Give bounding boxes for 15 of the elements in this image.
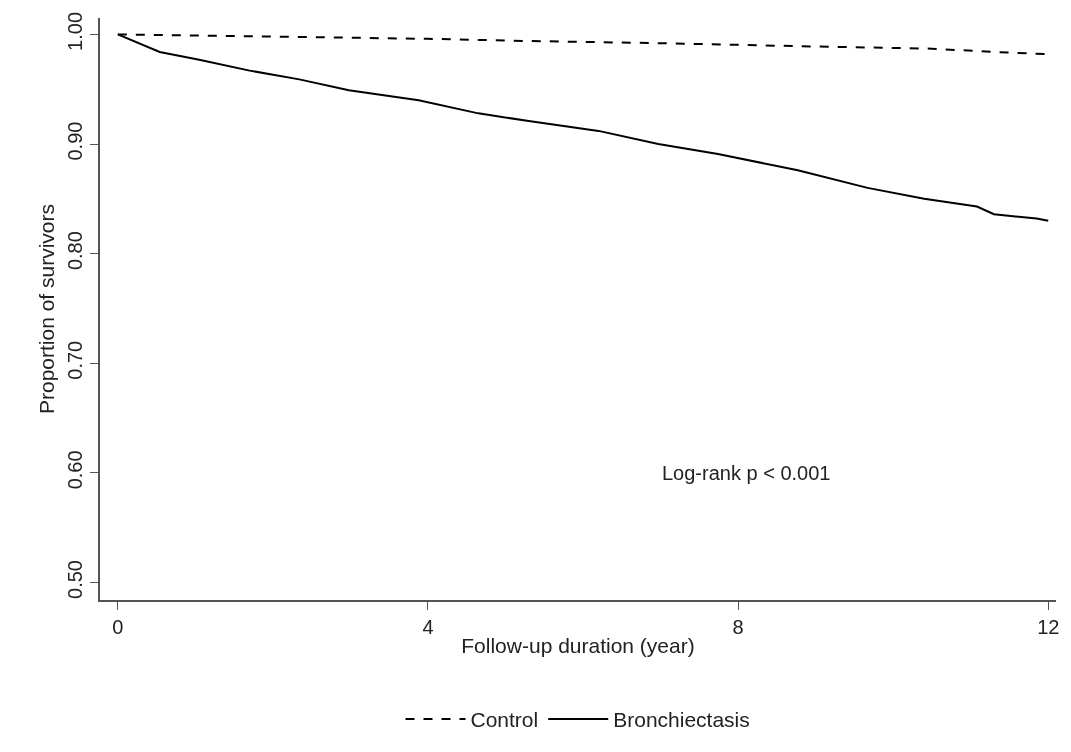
x-tick-label: 12 (1037, 615, 1060, 638)
legend-label: Control (470, 708, 539, 732)
x-tick-label: 4 (422, 615, 434, 638)
x-axis-title: Follow-up duration (year) (461, 634, 695, 658)
annotation: Log-rank p < 0.001 (662, 462, 831, 484)
y-tick-label: 0.70 (64, 340, 87, 380)
y-tick-label: 0.60 (64, 450, 87, 490)
x-tick-label: 0 (112, 615, 124, 638)
y-axis-title: Proportion of survivors (34, 203, 58, 415)
y-tick-label: 0.80 (64, 231, 87, 271)
x-tick-label: 8 (732, 615, 744, 638)
y-tick-label: 0.50 (64, 559, 87, 599)
y-tick-label: 1.00 (64, 11, 87, 51)
y-tick-label: 0.90 (64, 121, 87, 161)
legend-label: Bronchiectasis (613, 708, 750, 732)
